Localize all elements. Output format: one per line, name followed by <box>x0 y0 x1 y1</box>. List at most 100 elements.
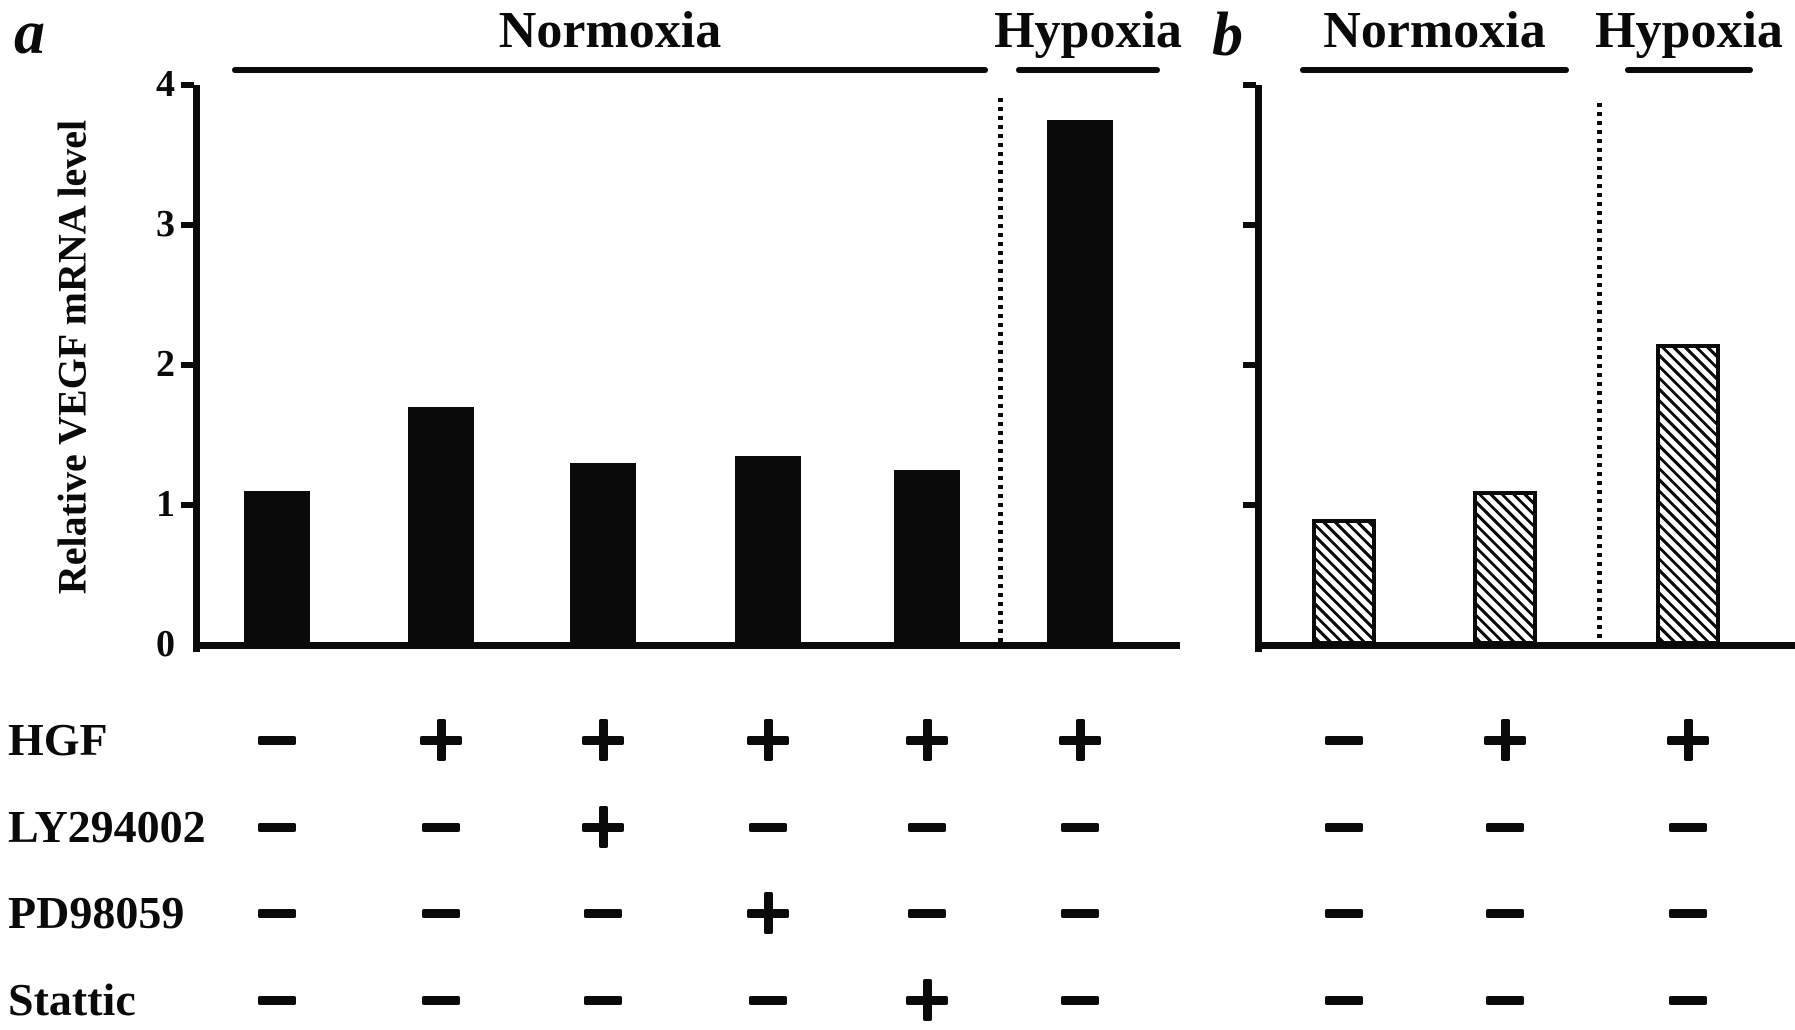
condition-sign-plus <box>1058 718 1102 762</box>
panel-b-bar-3 <box>1656 344 1720 645</box>
condition-sign-plus <box>1483 718 1527 762</box>
condition-sign-minus <box>1483 978 1527 1022</box>
row-label-stattic: Stattic <box>8 974 136 1025</box>
panel-a-label: a <box>14 0 45 67</box>
sign-horizontal-stroke <box>1325 908 1363 918</box>
sign-vertical-stroke <box>598 719 608 761</box>
sign-horizontal-stroke <box>1325 735 1363 745</box>
condition-sign-plus <box>419 718 463 762</box>
row-label-pd98059: PD98059 <box>8 887 185 938</box>
condition-sign-minus <box>419 891 463 935</box>
panel-a-bar-6 <box>1047 120 1113 645</box>
panel-b-group-line-hypoxia <box>1625 67 1753 73</box>
condition-sign-plus <box>581 718 625 762</box>
panel-b-tick-4 <box>1243 82 1256 88</box>
row-label-ly294002: LY294002 <box>8 801 206 852</box>
panel-a-tick-label-3: 3 <box>156 203 175 246</box>
sign-vertical-stroke <box>1683 719 1693 761</box>
condition-sign-minus <box>746 805 790 849</box>
sign-horizontal-stroke <box>1061 822 1099 832</box>
sign-horizontal-stroke <box>749 995 787 1005</box>
condition-sign-minus <box>1322 978 1366 1022</box>
panel-a-group-divider <box>998 98 1003 648</box>
panel-b-y-axis <box>1255 85 1262 652</box>
condition-sign-minus <box>1666 805 1710 849</box>
panel-a-bar-4 <box>735 456 801 645</box>
sign-horizontal-stroke <box>258 822 296 832</box>
sign-vertical-stroke <box>763 719 773 761</box>
sign-horizontal-stroke <box>1061 995 1099 1005</box>
condition-sign-plus <box>746 891 790 935</box>
condition-sign-minus <box>1322 891 1366 935</box>
panel-a-tick-label-2: 2 <box>156 343 175 386</box>
sign-horizontal-stroke <box>908 822 946 832</box>
panel-b-group-header-normoxia: Normoxia <box>1323 2 1546 59</box>
condition-sign-minus <box>255 891 299 935</box>
condition-sign-plus <box>746 718 790 762</box>
panel-a-bar-2 <box>408 407 474 645</box>
panel-b-bar-1 <box>1312 519 1376 645</box>
panel-b-label: b <box>1212 1 1243 69</box>
panel-a-group-line-hypoxia <box>1016 67 1160 73</box>
panel-b-x-axis <box>1255 642 1795 649</box>
condition-sign-minus <box>905 891 949 935</box>
sign-horizontal-stroke <box>1325 822 1363 832</box>
panel-b-tick-3 <box>1243 222 1256 228</box>
condition-sign-minus <box>1058 978 1102 1022</box>
sign-vertical-stroke <box>1075 719 1085 761</box>
condition-sign-minus <box>1322 805 1366 849</box>
condition-sign-minus <box>1483 891 1527 935</box>
condition-sign-minus <box>255 978 299 1022</box>
sign-horizontal-stroke <box>258 995 296 1005</box>
panel-a-tick-3 <box>181 222 194 228</box>
panel-a-tick-4 <box>181 82 194 88</box>
condition-sign-plus <box>1666 718 1710 762</box>
panel-a-group-header-normoxia: Normoxia <box>498 2 722 59</box>
sign-horizontal-stroke <box>1486 908 1524 918</box>
sign-horizontal-stroke <box>258 735 296 745</box>
sign-horizontal-stroke <box>908 908 946 918</box>
sign-vertical-stroke <box>436 719 446 761</box>
panel-a-tick-1 <box>181 502 194 508</box>
panel-b-bar-2 <box>1473 491 1537 645</box>
sign-vertical-stroke <box>763 892 773 934</box>
sign-horizontal-stroke <box>1325 995 1363 1005</box>
sign-horizontal-stroke <box>749 822 787 832</box>
condition-sign-minus <box>255 718 299 762</box>
condition-sign-minus <box>905 805 949 849</box>
condition-sign-minus <box>1483 805 1527 849</box>
sign-horizontal-stroke <box>258 908 296 918</box>
sign-horizontal-stroke <box>422 908 460 918</box>
panel-b-group-line-normoxia <box>1300 67 1569 73</box>
sign-horizontal-stroke <box>1669 908 1707 918</box>
panel-b-tick-2 <box>1243 362 1256 368</box>
condition-sign-minus <box>1322 718 1366 762</box>
panel-a-tick-2 <box>181 362 194 368</box>
panel-a-tick-label-1: 1 <box>156 483 175 526</box>
panel-a-bar-1 <box>244 491 310 645</box>
sign-horizontal-stroke <box>422 995 460 1005</box>
panel-a-tick-label-4: 4 <box>156 63 175 106</box>
row-label-hgf: HGF <box>8 714 108 765</box>
sign-vertical-stroke <box>922 979 932 1021</box>
sign-horizontal-stroke <box>1061 908 1099 918</box>
sign-horizontal-stroke <box>584 995 622 1005</box>
panel-a-tick-label-0: 0 <box>156 623 175 666</box>
sign-horizontal-stroke <box>422 822 460 832</box>
condition-sign-plus <box>581 805 625 849</box>
condition-sign-minus <box>1666 891 1710 935</box>
condition-sign-minus <box>581 978 625 1022</box>
condition-sign-minus <box>255 805 299 849</box>
y-axis-title: Relative VEGF mRNA level <box>49 119 95 595</box>
panel-b-group-header-hypoxia: Hypoxia <box>1595 2 1783 59</box>
panel-b-group-divider <box>1597 103 1602 648</box>
sign-horizontal-stroke <box>1669 822 1707 832</box>
sign-horizontal-stroke <box>1486 822 1524 832</box>
panel-b-tick-1 <box>1243 502 1256 508</box>
condition-sign-plus <box>905 718 949 762</box>
sign-vertical-stroke <box>1500 719 1510 761</box>
panel-a-group-line-normoxia <box>232 67 988 73</box>
condition-sign-minus <box>419 805 463 849</box>
condition-sign-minus <box>746 978 790 1022</box>
